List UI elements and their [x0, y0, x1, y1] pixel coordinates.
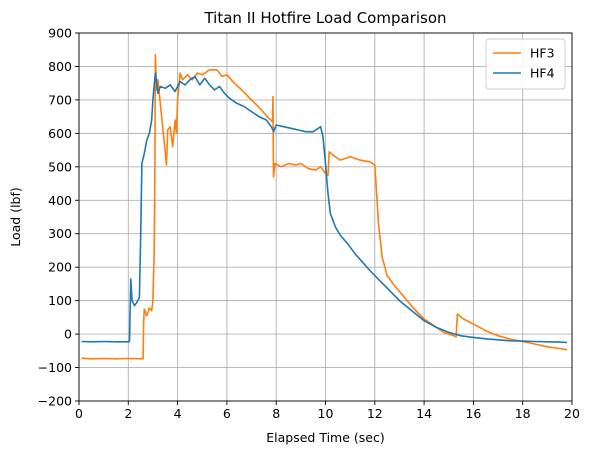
- x-tick-label: 20: [564, 406, 580, 421]
- x-axis-label: Elapsed Time (sec): [266, 430, 384, 445]
- x-tick-label: 16: [465, 406, 481, 421]
- y-tick-label: 800: [48, 59, 72, 74]
- y-tick-label: 100: [48, 293, 72, 308]
- chart-title: Titan II Hotfire Load Comparison: [203, 9, 446, 27]
- y-tick-label: 900: [48, 26, 72, 41]
- x-tick-label: 6: [223, 406, 231, 421]
- series-layer: [81, 53, 568, 360]
- x-tick-label: 12: [367, 406, 383, 421]
- legend-label-hf3: HF3: [530, 46, 555, 61]
- y-tick-label: 700: [48, 92, 72, 107]
- legend-label-hf4: HF4: [530, 66, 555, 81]
- y-axis-label: Load (lbf): [8, 187, 23, 247]
- y-tick-label: 300: [48, 226, 72, 241]
- x-tick-label: 2: [124, 406, 132, 421]
- x-tick-label: 4: [174, 406, 182, 421]
- x-tick-label: 14: [416, 406, 432, 421]
- y-tick-label: 200: [48, 260, 72, 275]
- x-tick-label: 10: [318, 406, 334, 421]
- y-tick-label: 600: [48, 126, 72, 141]
- y-tick-label: 500: [48, 159, 72, 174]
- y-tick-label: −200: [38, 394, 72, 409]
- legend-box: [485, 38, 566, 90]
- y-tick-label: 400: [48, 193, 72, 208]
- x-tick-label: 0: [75, 406, 83, 421]
- y-tick-label: 0: [64, 327, 72, 342]
- x-tick-label: 8: [272, 406, 280, 421]
- x-tick-label: 18: [515, 406, 531, 421]
- y-tick-label: −100: [38, 360, 72, 375]
- series-line-hf4: [81, 72, 568, 344]
- axis-ticks: 0 2 4 6 8 10 12 14 16 18 20 −200 −100 0 100 200 300 400 50…: [38, 26, 580, 422]
